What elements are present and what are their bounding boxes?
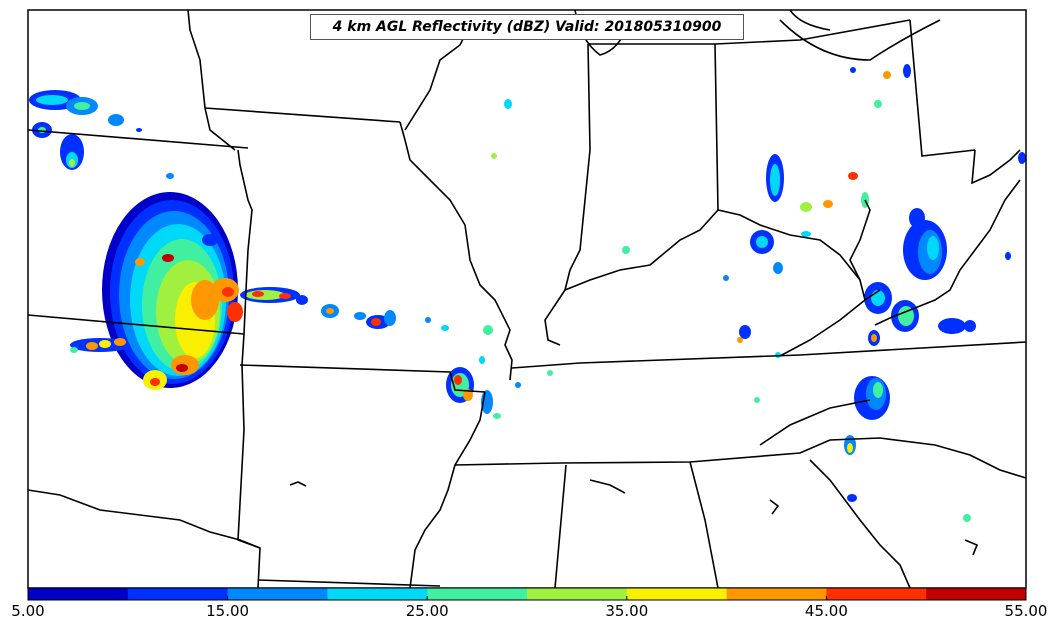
colorbar-segment [626,588,728,600]
colorbar-segment [327,588,428,600]
echo-line-southwest [70,338,130,353]
colorbar-segment [427,588,528,600]
map-title: 4 km AGL Reflectivity (dBZ) Valid: 20180… [310,14,744,40]
colorbar-segment [826,588,927,600]
echo-scattered-north [136,99,760,403]
colorbar-tick-label: 55.00 [1004,602,1048,620]
echo-cluster-midsouth [446,356,553,419]
colorbar-segment [227,588,328,600]
colorbar-tick-label: 25.00 [405,602,449,620]
colorbar-segment [527,588,628,600]
colorbar-segment [926,588,1027,600]
colorbar-tick-label: 5.00 [11,602,45,620]
colorbar-border [27,587,1027,601]
colorbar-tick-label: 35.00 [605,602,649,620]
colorbar-tick-label: 15.00 [206,602,250,620]
colorbar-tick-label: 45.00 [804,602,848,620]
colorbar [27,587,1027,601]
radar-echoes [29,64,1026,522]
echo-band-east [240,287,493,335]
echo-cluster-plains [102,192,243,390]
colorbar-segment [28,588,129,600]
colorbar-segment [127,588,229,600]
echo-cluster-appalachian [844,152,1026,522]
echo-cluster-ohio-valley [737,64,911,358]
echo-cluster-northwest [29,90,124,170]
colorbar-segment [726,588,827,600]
